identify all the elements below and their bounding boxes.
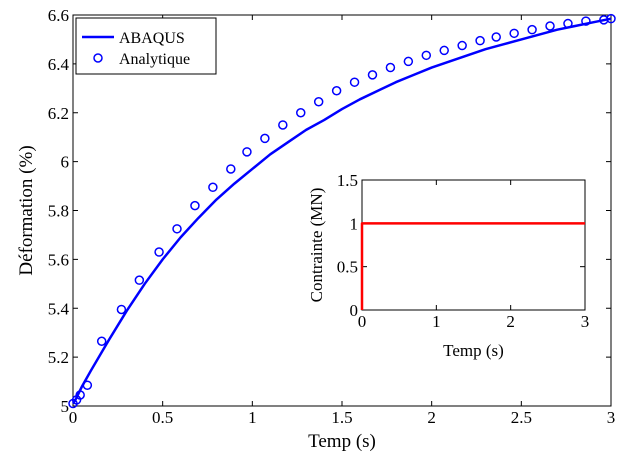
main-series-1-point <box>226 164 236 174</box>
main-series-1-point <box>154 247 164 257</box>
main-series-1-point <box>296 108 306 118</box>
main-series-1-point <box>313 97 324 107</box>
legend: ABAQUS Analytique <box>75 17 217 75</box>
main-series-1-point <box>367 70 378 80</box>
legend-box <box>75 17 217 75</box>
main-series-1-point <box>439 45 449 56</box>
inset-x-axis-label: Temp (s) <box>443 341 504 360</box>
main-series-1-point <box>545 21 555 31</box>
inset-x-tick-label: 2 <box>506 312 515 331</box>
main-y-tick-label: 5 <box>61 397 70 416</box>
main-y-tick-label: 6.6 <box>48 6 69 25</box>
main-y-tick-label: 6 <box>61 153 70 172</box>
legend-label-analytique: Analytique <box>119 51 190 68</box>
inset-x-tick-label: 0 <box>358 312 367 331</box>
main-x-tick-label: 3 <box>607 408 616 427</box>
main-series-1-point <box>260 133 270 144</box>
inset-background <box>360 180 585 310</box>
main-series-1-point <box>190 200 200 211</box>
main-data <box>68 13 616 409</box>
inset-y-tick-label: 1.5 <box>337 171 358 190</box>
main-x-tick-label: 2.5 <box>511 408 532 427</box>
legend-circle-marker <box>93 53 103 63</box>
main-series-1-point <box>403 56 414 67</box>
main-y-tick-label: 5.6 <box>48 250 69 269</box>
main-series-1-point <box>581 16 591 26</box>
main-series-1-point <box>421 50 432 61</box>
main-series-1-point <box>527 24 537 35</box>
main-series-1-point <box>563 18 573 29</box>
legend-label-abaqus: ABAQUS <box>119 30 185 47</box>
main-x-tick-label: 1 <box>248 408 257 427</box>
main-series-1-point <box>75 390 85 400</box>
main-series-1-point <box>82 380 93 390</box>
inset-y-axis-label: Contrainte (MN) <box>307 188 326 303</box>
main-series-1-point <box>242 147 252 157</box>
main-ticks: 0 0.5 1 1.5 2 2.5 3 5 5.2 5.4 5.6 5.8 6 6.2 6.4 6.6 <box>48 6 616 427</box>
inset-series-0-line <box>360 222 585 310</box>
main-y-tick-label: 5.8 <box>48 202 69 221</box>
main-series-1-point <box>509 28 519 39</box>
main-series-1-point <box>331 86 342 96</box>
main-series-1-point <box>134 275 145 285</box>
main-x-tick-label: 2 <box>427 408 436 427</box>
main-x-tick-label: 1.5 <box>331 408 352 427</box>
inset-y-tick-label: 0 <box>350 301 359 320</box>
main-series-1-point <box>349 77 360 87</box>
main-series-1-point <box>172 224 182 234</box>
main-series-1-point <box>208 182 218 193</box>
main-y-tick-label: 5.2 <box>48 348 69 367</box>
inset-x-tick-label: 1 <box>432 312 441 331</box>
main-series-1-point <box>96 336 107 346</box>
main-y-tick-label: 5.4 <box>48 299 70 318</box>
main-series-1-point <box>457 40 467 51</box>
inset-y-tick-label: 1 <box>350 214 359 233</box>
main-series-1-point <box>278 120 288 130</box>
main-y-axis-label: Déformation (%) <box>16 145 37 275</box>
inset-y-tick-label: 0.5 <box>337 258 358 277</box>
main-x-tick-label: 0 <box>69 408 78 427</box>
main-series-0-line <box>71 17 612 405</box>
main-series-1-point <box>491 32 501 42</box>
main-series-1-point <box>475 35 485 46</box>
main-y-tick-label: 6.4 <box>48 55 70 74</box>
main-x-axis-label: Temp (s) <box>308 431 376 452</box>
inset-x-tick-label: 3 <box>581 312 590 331</box>
main-series-1-point <box>385 62 396 73</box>
inset-data <box>360 222 585 310</box>
main-series-1-point <box>116 304 127 315</box>
main-series-1-point <box>606 13 616 24</box>
main-x-tick-label: 0.5 <box>152 408 173 427</box>
main-y-tick-label: 6.2 <box>48 104 69 123</box>
